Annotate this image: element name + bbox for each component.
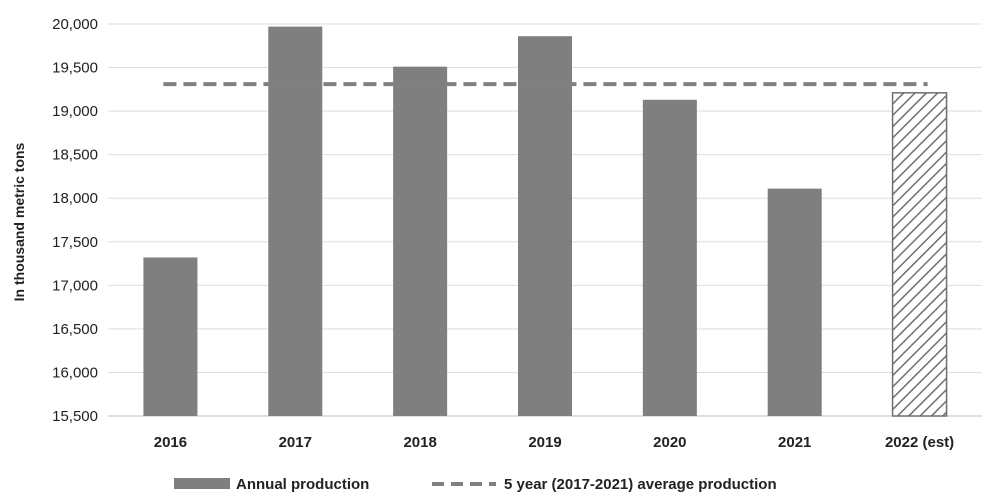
x-tick-label: 2017 [279,434,312,451]
y-axis-title: In thousand metric tons [11,142,27,301]
legend-label-annual-production: Annual production [236,476,369,493]
bar-2022-est [891,92,948,417]
y-tick-label: 19,500 [52,60,98,77]
y-tick-labels: 15,500 16,000 16,500 17,000 17,500 18,000 18,5… [52,16,98,425]
y-tick-label: 16,500 [52,321,98,338]
bar-2020 [642,99,697,416]
legend-swatch-annual-production [174,478,230,489]
x-tick-label: 2016 [154,434,187,451]
bars [143,26,948,417]
bar-2016 [143,257,198,416]
bar-2017 [268,26,323,416]
x-tick-labels: 2016 2017 2018 2019 2020 2021 2022 (est) [154,434,954,451]
x-tick-label: 2022 (est) [885,434,954,451]
y-tick-label: 16,000 [52,364,98,381]
y-tick-label: 17,000 [52,277,98,294]
bar-2018 [393,66,448,416]
legend-label-average-production: 5 year (2017-2021) average production [504,476,777,493]
y-tick-label: 18,000 [52,190,98,207]
y-tick-label: 18,500 [52,147,98,164]
bar-2021 [767,188,822,416]
y-tick-label: 17,500 [52,234,98,251]
y-tick-label: 15,500 [52,408,98,425]
x-tick-label: 2021 [778,434,811,451]
y-tick-label: 20,000 [52,16,98,33]
legend: Annual production 5 year (2017-2021) ave… [174,476,777,493]
x-tick-label: 2020 [653,434,686,451]
x-tick-label: 2018 [403,434,436,451]
y-tick-label: 19,000 [52,103,98,120]
x-tick-label: 2019 [528,434,561,451]
bar-2019 [518,36,572,416]
